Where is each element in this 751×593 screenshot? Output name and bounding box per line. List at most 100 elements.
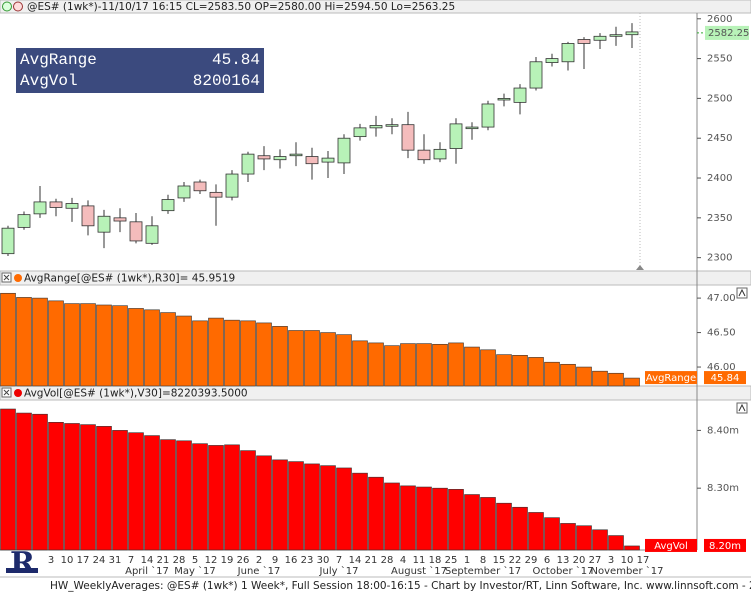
x-tick-label: 13: [557, 555, 570, 566]
candle-body: [257, 155, 271, 160]
x-tick-label: 8: [480, 555, 486, 566]
bar: [128, 308, 144, 387]
x-tick-label: 6: [544, 555, 550, 566]
bar: [432, 487, 448, 551]
x-tick-label: 19: [221, 555, 234, 566]
close-icon: [3, 389, 10, 396]
month-label: September `17: [445, 565, 521, 577]
month-label: May `17: [174, 565, 216, 577]
bar: [480, 349, 496, 387]
expand-button[interactable]: [736, 287, 748, 299]
bar: [112, 430, 128, 551]
last-name-box: [645, 371, 697, 385]
y-tick-label: 2550: [707, 54, 732, 65]
last-value-box: [704, 538, 746, 552]
info-label: AvgRange: [20, 51, 97, 69]
x-tick-label: 3: [48, 555, 54, 566]
vol-title: AvgVol[@ES# (1wk*),V30]=8220393.5000: [24, 388, 248, 400]
candle-body: [401, 124, 415, 151]
last-price-label: 2582.25: [708, 28, 749, 39]
price-title: @ES# (1wk*)-11/10/17 16:15 CL=2583.50 OP…: [27, 1, 455, 13]
x-tick-label: 9: [272, 555, 278, 566]
bar: [528, 357, 544, 387]
x-tick-label: 17: [637, 555, 650, 566]
y-tick-label: 8.30m: [707, 483, 739, 494]
candle-body: [417, 149, 431, 161]
x-tick-label: 5: [192, 555, 198, 566]
bar: [352, 472, 368, 551]
y-tick-label: 2300: [707, 253, 732, 264]
month-label: April `17: [125, 565, 169, 577]
x-tick-label: 15: [493, 555, 506, 566]
candle-body: [177, 185, 191, 199]
bar: [544, 361, 560, 387]
x-tick-label: 14: [141, 555, 154, 566]
candle-body: [273, 156, 287, 161]
bar: [464, 346, 480, 387]
candle-body: [193, 181, 207, 192]
candle-body: [433, 148, 447, 160]
bar: [112, 305, 128, 387]
info-box: [16, 48, 264, 93]
bar: [384, 482, 400, 551]
close-icon: [3, 274, 10, 281]
bar: [624, 545, 640, 551]
x-tick-label: 10: [61, 555, 74, 566]
x-tick-label: 23: [301, 555, 314, 566]
month-label: August `17: [391, 565, 447, 577]
x-tick-label: 29: [525, 555, 538, 566]
expand-button[interactable]: [736, 402, 748, 414]
candle-body: [97, 215, 111, 233]
bar: [144, 435, 160, 551]
candle-body: [353, 127, 367, 138]
bar: [272, 459, 288, 551]
bar: [256, 322, 272, 387]
y-tick-label: 2450: [707, 133, 732, 144]
bar: [416, 486, 432, 551]
x-tick-label: 3: [608, 555, 614, 566]
bar: [208, 317, 224, 387]
y-tick-label: 46.50: [707, 328, 736, 339]
bar: [576, 525, 592, 551]
x-tick-label: 10: [621, 555, 634, 566]
footer: HW_WeeklyAverages: @ES# (1wk*) 1 Week*, …: [50, 580, 751, 592]
header-icon[interactable]: [13, 1, 23, 12]
bar: [272, 326, 288, 387]
candle-body: [497, 98, 511, 101]
candle-body: [321, 157, 335, 163]
bar: [400, 343, 416, 387]
bar: [464, 494, 480, 551]
candle-body: [481, 103, 495, 128]
candle-body: [609, 34, 623, 37]
logo-bar: [6, 568, 38, 573]
expand-icon: [738, 403, 746, 412]
header-icon[interactable]: [2, 1, 12, 12]
bar: [496, 502, 512, 551]
bar: [160, 312, 176, 387]
bar: [512, 355, 528, 387]
logo: R: [10, 546, 36, 581]
candle-body: [449, 123, 463, 149]
x-tick-label: 14: [349, 555, 362, 566]
bar: [480, 497, 496, 551]
bar: [608, 535, 624, 551]
x-tick-label: 27: [589, 555, 602, 566]
x-tick-label: 30: [317, 555, 330, 566]
candle-body: [305, 156, 319, 165]
bar: [576, 366, 592, 387]
x-tick-label: 16: [285, 555, 298, 566]
candle-body: [529, 61, 543, 89]
candle-body: [17, 214, 31, 228]
bar: [336, 467, 352, 551]
x-tick-label: 28: [381, 555, 394, 566]
bar: [288, 461, 304, 551]
info-value: 45.84: [212, 51, 260, 69]
last-value-box: [704, 371, 746, 385]
last-name: AvgRange: [646, 373, 696, 384]
candle-body: [49, 201, 63, 208]
bar: [528, 512, 544, 551]
x-tick-label: 4: [400, 555, 406, 566]
y-tick-label: 8.40m: [707, 425, 739, 436]
x-tick-label: 21: [365, 555, 378, 566]
last-name-box: [645, 538, 697, 552]
